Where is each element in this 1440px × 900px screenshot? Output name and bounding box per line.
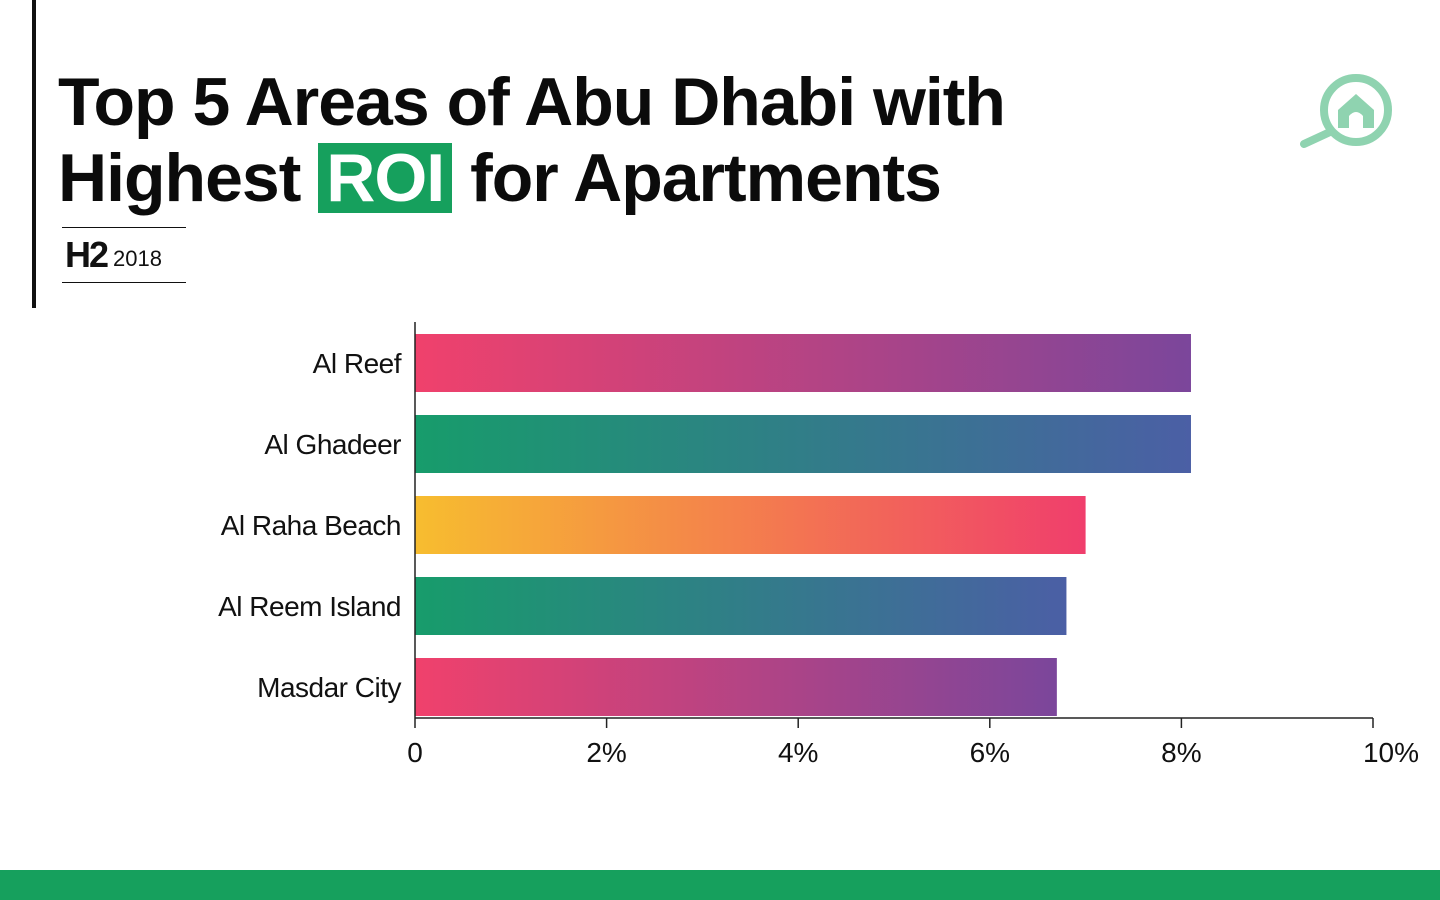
bar-al-raha-beach — [415, 496, 1086, 554]
category-label: Al Reef — [313, 348, 402, 379]
x-tick-label: 6% — [970, 737, 1010, 768]
period-badge: H2 2018 — [62, 227, 186, 283]
page-title: Top 5 Areas of Abu Dhabi with Highest RO… — [58, 64, 1006, 216]
title-highest: Highest — [58, 140, 301, 216]
bar-al-reem-island — [415, 577, 1067, 635]
title-line-2: Highest ROI for Apartments — [58, 140, 1005, 216]
bar-masdar-city — [415, 658, 1057, 716]
x-tick-label: 8% — [1161, 737, 1201, 768]
bar-al-ghadeer — [415, 415, 1191, 473]
bar-al-reef — [415, 334, 1191, 392]
x-tick-label: 0 — [407, 737, 423, 768]
period-year: 2018 — [113, 246, 162, 271]
period-half: H2 — [65, 234, 109, 275]
title-line-1: Top 5 Areas of Abu Dhabi with — [58, 64, 1006, 140]
category-label: Al Raha Beach — [221, 510, 401, 541]
title-for-apartments: for Apartments — [470, 140, 942, 216]
category-label: Al Reem Island — [218, 591, 401, 622]
category-label: Masdar City — [257, 672, 401, 703]
x-tick-label: 4% — [778, 737, 818, 768]
bottom-accent-bar — [0, 870, 1440, 900]
x-tick-label: 10% — [1363, 737, 1419, 768]
title-roi-highlight: ROI — [318, 143, 453, 213]
left-accent-rule — [32, 0, 36, 308]
magnifier-house-icon — [1300, 74, 1392, 148]
category-label: Al Ghadeer — [264, 429, 401, 460]
x-tick-label: 2% — [586, 737, 626, 768]
